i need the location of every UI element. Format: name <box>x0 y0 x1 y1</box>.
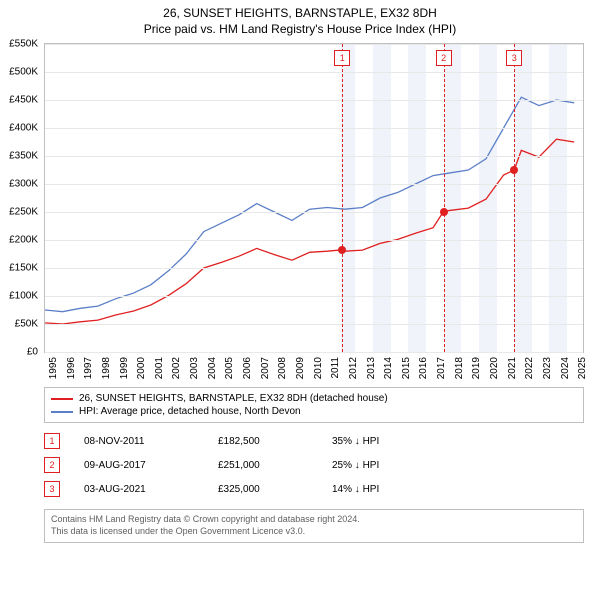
sale-marker: 2 <box>436 50 452 66</box>
x-axis-label: 2003 <box>189 357 200 379</box>
x-axis-label: 2025 <box>577 357 588 379</box>
sales-table: 1 08-NOV-2011 £182,500 35% ↓ HPI 2 09-AUG-201… <box>44 429 584 501</box>
sale-price: £251,000 <box>218 460 308 471</box>
legend-swatch-hpi <box>51 411 73 413</box>
y-axis-label: £300K <box>0 179 38 190</box>
chart-title: 26, SUNSET HEIGHTS, BARNSTAPLE, EX32 8DH… <box>0 0 600 37</box>
y-axis-label: £50K <box>0 319 38 330</box>
footer-line2: This data is licensed under the Open Gov… <box>51 526 577 538</box>
x-axis-label: 2006 <box>242 357 253 379</box>
sale-date: 09-AUG-2017 <box>84 460 194 471</box>
footer-attribution: Contains HM Land Registry data © Crown c… <box>44 509 584 542</box>
x-axis-label: 2023 <box>542 357 553 379</box>
x-axis-label: 2018 <box>454 357 465 379</box>
x-axis-label: 2022 <box>524 357 535 379</box>
sale-vline <box>342 44 343 352</box>
sale-diff: 25% ↓ HPI <box>332 460 442 471</box>
sale-row: 2 09-AUG-2017 £251,000 25% ↓ HPI <box>44 453 584 477</box>
sale-diff: 35% ↓ HPI <box>332 436 442 447</box>
legend-row-hpi: HPI: Average price, detached house, Nort… <box>51 405 577 418</box>
title-address: 26, SUNSET HEIGHTS, BARNSTAPLE, EX32 8DH <box>0 6 600 22</box>
sale-vline <box>514 44 515 352</box>
x-axis-label: 1997 <box>83 357 94 379</box>
x-axis-label: 2014 <box>383 357 394 379</box>
x-axis-label: 1999 <box>119 357 130 379</box>
x-axis-label: 2015 <box>401 357 412 379</box>
x-axis-label: 2013 <box>366 357 377 379</box>
x-axis-label: 2019 <box>471 357 482 379</box>
x-axis-label: 2021 <box>507 357 518 379</box>
y-axis-label: £100K <box>0 291 38 302</box>
x-axis-label: 2004 <box>207 357 218 379</box>
x-axis-label: 1995 <box>48 357 59 379</box>
x-axis-label: 2001 <box>154 357 165 379</box>
legend-swatch-property <box>51 398 73 400</box>
sale-price: £182,500 <box>218 436 308 447</box>
title-subtitle: Price paid vs. HM Land Registry's House … <box>0 22 600 38</box>
x-axis-label: 2010 <box>313 357 324 379</box>
y-axis-label: £150K <box>0 263 38 274</box>
sale-index: 3 <box>44 481 60 497</box>
chart-area: 123 £0£50K£100K£150K£200K£250K£300K£350K… <box>44 43 584 383</box>
sale-point <box>510 166 518 174</box>
y-axis-label: £350K <box>0 151 38 162</box>
y-axis-label: £250K <box>0 207 38 218</box>
sale-marker: 3 <box>506 50 522 66</box>
x-axis-label: 2009 <box>295 357 306 379</box>
sale-date: 08-NOV-2011 <box>84 436 194 447</box>
sale-index: 1 <box>44 433 60 449</box>
x-axis-label: 2007 <box>260 357 271 379</box>
sale-date: 03-AUG-2021 <box>84 484 194 495</box>
sale-point <box>338 246 346 254</box>
sale-diff: 14% ↓ HPI <box>332 484 442 495</box>
legend-row-property: 26, SUNSET HEIGHTS, BARNSTAPLE, EX32 8DH… <box>51 392 577 405</box>
legend: 26, SUNSET HEIGHTS, BARNSTAPLE, EX32 8DH… <box>44 387 584 423</box>
x-axis-label: 2000 <box>136 357 147 379</box>
y-axis-label: £400K <box>0 123 38 134</box>
footer-line1: Contains HM Land Registry data © Crown c… <box>51 514 577 526</box>
sale-marker: 1 <box>334 50 350 66</box>
legend-label-hpi: HPI: Average price, detached house, Nort… <box>79 406 301 417</box>
x-axis-label: 2008 <box>277 357 288 379</box>
x-axis-label: 2016 <box>418 357 429 379</box>
sale-index: 2 <box>44 457 60 473</box>
x-axis-label: 2005 <box>224 357 235 379</box>
y-axis-label: £200K <box>0 235 38 246</box>
sale-point <box>440 208 448 216</box>
y-axis-label: £450K <box>0 95 38 106</box>
x-axis-label: 2011 <box>330 357 341 379</box>
x-axis-label: 2024 <box>560 357 571 379</box>
sale-price: £325,000 <box>218 484 308 495</box>
x-axis-label: 2017 <box>436 357 447 379</box>
y-axis-label: £0 <box>0 347 38 358</box>
x-axis-label: 2012 <box>348 357 359 379</box>
sale-row: 3 03-AUG-2021 £325,000 14% ↓ HPI <box>44 477 584 501</box>
x-axis-label: 1998 <box>101 357 112 379</box>
legend-label-property: 26, SUNSET HEIGHTS, BARNSTAPLE, EX32 8DH… <box>79 393 388 404</box>
x-axis-label: 1996 <box>66 357 77 379</box>
sale-vline <box>444 44 445 352</box>
chart-plot: 1 2 3 <box>44 43 584 353</box>
y-axis-label: £500K <box>0 67 38 78</box>
y-axis-label: £550K <box>0 39 38 50</box>
x-axis-label: 2002 <box>171 357 182 379</box>
sale-row: 1 08-NOV-2011 £182,500 35% ↓ HPI <box>44 429 584 453</box>
x-axis-label: 2020 <box>489 357 500 379</box>
